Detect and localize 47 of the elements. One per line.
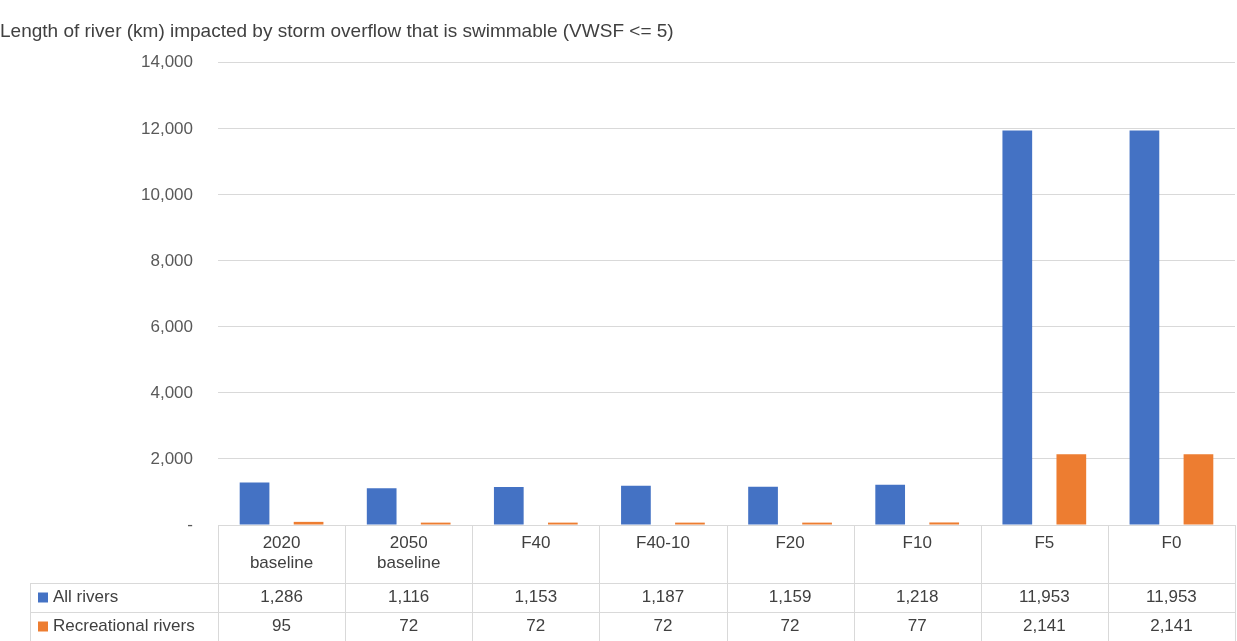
x-tick-label: 2050 baseline [377, 532, 441, 573]
data-label: 72 [526, 616, 546, 636]
bar [366, 488, 397, 525]
data-label: 2,141 [1150, 616, 1193, 636]
x-tick-label: F10 [902, 532, 932, 552]
data-label: 1,187 [641, 587, 685, 607]
bar [748, 486, 778, 525]
bar [1183, 454, 1214, 525]
legend-label: All rivers [53, 587, 119, 607]
y-tick-label: 4,000 [150, 382, 193, 402]
bar [239, 482, 270, 525]
data-label: 72 [653, 616, 673, 636]
x-tick-label: F40 [521, 532, 551, 552]
bar [1129, 130, 1160, 525]
data-label: 1,116 [388, 587, 430, 607]
bar [1002, 130, 1033, 525]
x-tick-label: F20 [775, 532, 805, 552]
y-tick-label: 12,000 [141, 118, 193, 138]
bar [875, 484, 906, 525]
y-tick-label: 14,000 [141, 52, 193, 72]
data-label: 72 [399, 616, 419, 636]
legend-label: Recreational rivers [53, 616, 195, 636]
data-label: 77 [907, 616, 927, 636]
data-label: 2,141 [1023, 616, 1066, 636]
x-tick-label: F0 [1161, 532, 1182, 552]
y-tick-label: 2,000 [150, 448, 193, 468]
y-tick-label: 6,000 [150, 316, 193, 336]
data-label: 1,153 [514, 587, 558, 607]
bar [621, 485, 651, 525]
y-tick-label: 10,000 [141, 184, 193, 204]
data-label: 1,218 [895, 587, 939, 607]
data-label: 1,286 [260, 587, 303, 607]
bar [1056, 454, 1087, 525]
data-label: 72 [780, 616, 800, 636]
bar [929, 522, 960, 525]
x-tick-label: F40-10 [636, 532, 690, 552]
bar [493, 486, 524, 525]
x-tick-label: 2020 baseline [249, 532, 314, 573]
bar [293, 521, 324, 525]
data-label: 11,953 [1018, 587, 1070, 607]
y-tick-label: - [187, 514, 193, 534]
data-label: 1,159 [768, 587, 812, 607]
chart-title: Length of river (km) impacted by storm overflow that is swimmable (VWSF <= 5) [0, 19, 674, 41]
data-label: 11,953 [1146, 587, 1197, 607]
x-tick-label: F5 [1034, 532, 1055, 552]
data-label: 95 [272, 616, 292, 636]
y-tick-label: 8,000 [150, 250, 193, 270]
